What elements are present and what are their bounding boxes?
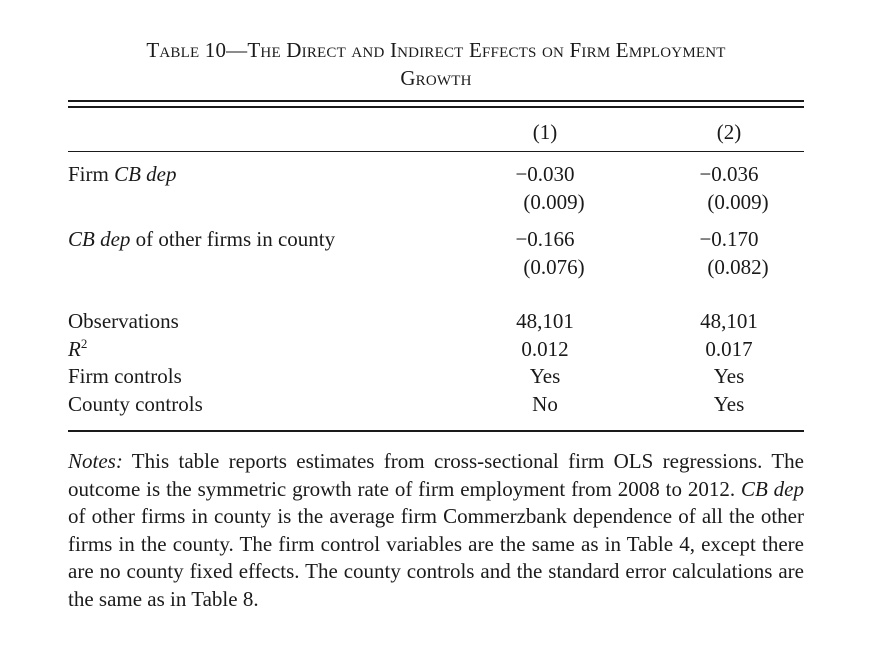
notes-text-2: of other firms in county is the average … (68, 504, 804, 611)
row-label-prefix: Firm (68, 162, 115, 186)
se-value: (0.082) (707, 255, 769, 279)
coef-firm-cb-dep-col1: −0.030 (515, 162, 575, 186)
r-squared-symbol: R (68, 337, 81, 361)
column-header-1: (1) (532, 120, 558, 144)
row-label-italic-term: CB dep (114, 162, 177, 186)
stat-label-firm-controls: Firm controls (68, 364, 182, 388)
stat-label-county-controls: County controls (68, 392, 203, 416)
se-firm-cb-dep-col2: (0.009) (664, 189, 794, 215)
stat-county-controls-col1: No (532, 392, 558, 416)
table-notes: Notes: This table reports estimates from… (68, 448, 804, 613)
se-other-firms-col2: (0.082) (664, 254, 794, 280)
top-double-rule-upper (68, 100, 804, 102)
stat-r-squared-col1: 0.012 (521, 337, 569, 361)
row-label-italic-term: CB dep (68, 227, 131, 251)
table-title-line-1: Table 10—The Direct and Indirect Effects… (146, 38, 726, 62)
coef-other-firms-col1: −0.166 (515, 227, 575, 251)
se-value: (0.009) (707, 190, 769, 214)
stat-observations-col2: 48,101 (700, 309, 758, 333)
row-label-cb-dep-other-firms: CB dep of other firms in county (68, 226, 335, 252)
se-other-firms-col1: (0.076) (480, 254, 610, 280)
stat-county-controls-col2: Yes (713, 392, 745, 416)
r-squared-exponent: 2 (80, 336, 88, 351)
table-title-line-2: Growth (400, 66, 472, 90)
se-value: (0.076) (523, 255, 585, 279)
se-firm-cb-dep-col1: (0.009) (480, 189, 610, 215)
bottom-rule (68, 430, 804, 432)
header-rule (68, 151, 804, 152)
coef-other-firms-col2: −0.170 (699, 227, 759, 251)
stat-r-squared-col2: 0.017 (705, 337, 753, 361)
coef-firm-cb-dep-col2: −0.036 (699, 162, 759, 186)
notes-italic-term: CB dep (740, 476, 804, 501)
stat-label-observations: Observations (68, 309, 179, 333)
top-double-rule-lower (68, 106, 804, 108)
se-value: (0.009) (523, 190, 585, 214)
row-label-firm-cb-dep: Firm CB dep (68, 161, 177, 187)
row-label-rest: of other firms in county (130, 227, 336, 251)
stat-firm-controls-col2: Yes (713, 364, 745, 388)
stat-label-r-squared: R2 (68, 336, 87, 362)
notes-text-1: This table reports estimates from cross-… (68, 449, 804, 501)
stat-firm-controls-col1: Yes (529, 364, 561, 388)
table-title: Table 10—The Direct and Indirect Effects… (68, 36, 804, 92)
stat-observations-col1: 48,101 (516, 309, 574, 333)
column-header-2: (2) (716, 120, 742, 144)
notes-lead: Notes: (68, 449, 123, 473)
